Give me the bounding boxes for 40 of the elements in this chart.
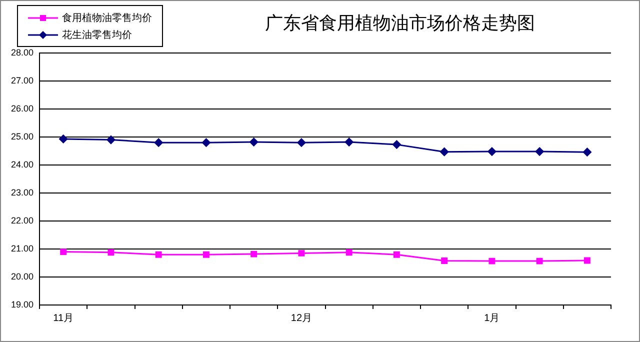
point <box>298 250 305 256</box>
point <box>106 136 116 144</box>
y-tick-label: 21.00 <box>10 243 34 254</box>
point <box>59 134 68 144</box>
point <box>154 138 163 147</box>
y-tick-label: 26.00 <box>10 103 34 114</box>
y-tick-label: 20.00 <box>10 271 34 282</box>
point <box>344 138 354 146</box>
point <box>202 251 210 258</box>
point <box>202 138 210 147</box>
point <box>393 251 400 258</box>
y-tick-label: 19.00 <box>10 299 34 310</box>
y-tick-label: 22.00 <box>10 215 34 226</box>
point <box>488 147 496 156</box>
legend-label: 花生油零售均价 <box>62 28 132 42</box>
point <box>536 258 543 264</box>
point <box>297 138 306 147</box>
y-tick-label: 24.00 <box>10 159 34 170</box>
point <box>535 147 544 156</box>
point <box>441 258 448 264</box>
point <box>584 257 590 264</box>
point <box>582 148 592 156</box>
y-tick-label: 28.00 <box>10 47 34 58</box>
chart-title: 广东省食用植物油市场价格走势图 <box>264 12 536 35</box>
point <box>155 251 162 258</box>
x-tick-label: 11月 <box>53 312 74 324</box>
y-tick-label: 23.00 <box>10 187 34 198</box>
legend-label: 食用植物油零售均价 <box>62 12 152 24</box>
x-tick-label: 12月 <box>290 312 312 324</box>
point <box>60 248 67 256</box>
point <box>488 258 496 264</box>
point <box>440 148 449 156</box>
y-tick-label: 25.00 <box>10 131 34 142</box>
point <box>346 249 352 256</box>
point <box>250 138 258 146</box>
y-tick-label: 27.00 <box>10 75 34 86</box>
point <box>108 249 114 256</box>
point <box>392 140 401 149</box>
point <box>250 250 258 258</box>
x-tick-label: 1月 <box>484 312 500 324</box>
